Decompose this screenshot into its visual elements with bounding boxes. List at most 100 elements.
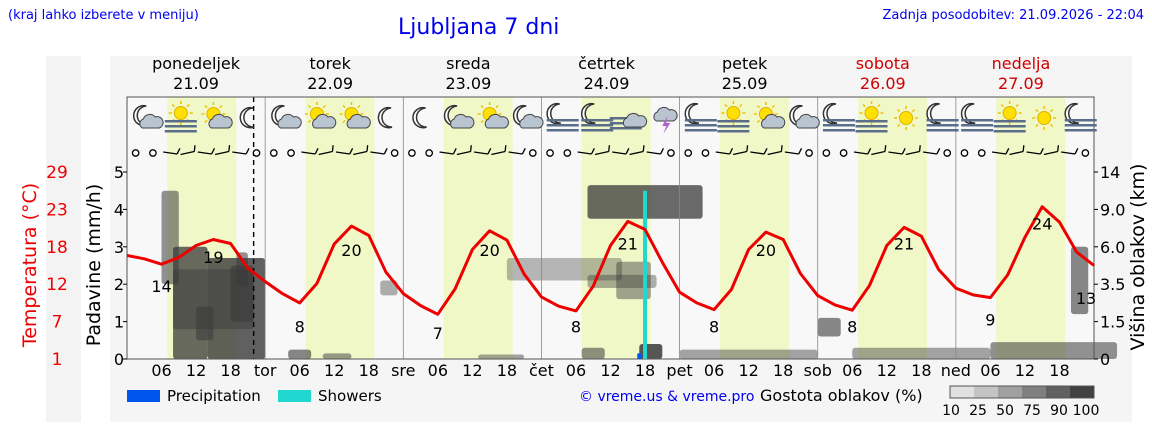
wind-barb-icon bbox=[715, 148, 734, 155]
wind-calm-icon bbox=[822, 149, 831, 157]
wind-barb-icon bbox=[353, 145, 369, 156]
hour-tick-label: 06 bbox=[704, 361, 724, 380]
wind-calm-icon bbox=[563, 149, 572, 157]
sun-cloud-icon bbox=[477, 102, 509, 129]
wind-calm-icon bbox=[408, 149, 416, 157]
sun-cloud-icon bbox=[753, 102, 786, 129]
precipitation-tick: 3 bbox=[114, 238, 124, 257]
moon-fog-icon bbox=[822, 102, 855, 132]
day-abbr-label: sre bbox=[391, 361, 415, 380]
cloud-density-patch bbox=[852, 347, 991, 359]
sun-cloud-icon bbox=[339, 102, 371, 129]
moon-fog-icon bbox=[926, 102, 959, 132]
wind-barb-icon bbox=[163, 148, 181, 155]
wind-barb-icon bbox=[629, 145, 645, 156]
moon-fog-icon bbox=[1064, 102, 1097, 132]
hour-tick-label: 12 bbox=[877, 361, 897, 380]
wind-calm-icon bbox=[287, 149, 295, 157]
location-menu-hint[interactable]: (kraj lahko izberete v meniju) bbox=[8, 8, 199, 23]
day-abbr-label: sob bbox=[804, 361, 832, 380]
cloud-density-value: 100 bbox=[1073, 403, 1100, 419]
temperature-value-label: 21 bbox=[618, 234, 638, 253]
wind-barb-icon bbox=[992, 148, 1010, 155]
hour-tick-label: 12 bbox=[600, 361, 620, 380]
temperature-value-label: 20 bbox=[756, 241, 776, 260]
cloud-density-scale-frame bbox=[949, 385, 1095, 399]
hour-tick-label: 06 bbox=[566, 361, 586, 380]
cloud-height-tick: 1.5 bbox=[1100, 313, 1125, 332]
wind-barb-icon bbox=[335, 148, 354, 155]
cloud-density-patch bbox=[380, 280, 398, 296]
cloud-density-value: 75 bbox=[1023, 403, 1041, 419]
wind-calm-icon bbox=[425, 149, 434, 157]
moon-cloud-icon bbox=[271, 104, 302, 129]
precipitation-tick: 4 bbox=[114, 200, 124, 219]
thunderstorm-icon bbox=[653, 106, 678, 134]
day-name: sreda bbox=[446, 54, 490, 73]
showers-bar bbox=[643, 190, 648, 359]
wind-calm-icon bbox=[252, 149, 261, 157]
cloud-height-tick: 14 bbox=[1100, 163, 1120, 182]
hour-tick-label: 18 bbox=[497, 361, 517, 380]
day-date: 21.09 bbox=[173, 74, 219, 93]
wind-calm-icon bbox=[269, 149, 278, 157]
hour-tick-label: 12 bbox=[738, 361, 758, 380]
hour-tick-label: 18 bbox=[359, 361, 379, 380]
precipitation-bar bbox=[637, 353, 642, 359]
cloud-density-swatch bbox=[998, 386, 1022, 398]
left-panel bbox=[46, 56, 81, 422]
temperature-value-label: 21 bbox=[894, 234, 914, 253]
hour-tick-label: 18 bbox=[220, 361, 240, 380]
cloud-height-tick: 3.5 bbox=[1100, 275, 1125, 294]
cloud-density-patch bbox=[196, 306, 214, 341]
daylight-band bbox=[858, 97, 928, 359]
wind-barb-icon bbox=[1061, 148, 1079, 155]
temperature-value-label: 13 bbox=[1076, 289, 1096, 308]
cloud-fog-icon bbox=[609, 112, 648, 130]
moon-icon bbox=[412, 106, 427, 129]
credit-link[interactable]: © vreme.us & vreme.pro bbox=[579, 389, 754, 405]
temperature-tick: 12 bbox=[46, 275, 68, 295]
temperature-tick: 7 bbox=[52, 313, 63, 333]
wind-calm-icon bbox=[839, 149, 848, 157]
wind-calm-icon bbox=[701, 149, 710, 157]
wind-calm-icon bbox=[528, 149, 537, 157]
temperature-value-label: 7 bbox=[433, 324, 443, 343]
wind-barb-icon bbox=[508, 148, 526, 155]
moon-icon bbox=[377, 106, 393, 129]
day-date: 27.09 bbox=[998, 74, 1044, 93]
moon-cloud-icon bbox=[443, 104, 475, 129]
moon-fog-icon bbox=[546, 102, 579, 132]
cloud-density-value: 50 bbox=[996, 403, 1014, 419]
wind-calm-icon bbox=[977, 149, 986, 157]
moon-icon bbox=[239, 106, 255, 129]
wind-calm-icon bbox=[546, 149, 554, 157]
wind-barb-icon bbox=[922, 148, 941, 155]
sun-fog-icon bbox=[717, 101, 750, 133]
day-date: 25.09 bbox=[722, 74, 768, 93]
cloud-density-patch bbox=[173, 269, 254, 330]
day-date: 23.09 bbox=[445, 74, 491, 93]
wind-barb-icon bbox=[232, 148, 250, 155]
day-name: petek bbox=[722, 54, 768, 73]
cloud-height-tick: 0 bbox=[1100, 350, 1110, 369]
wind-calm-icon bbox=[805, 149, 813, 157]
cloud-density-patch bbox=[679, 349, 818, 359]
daylight-band bbox=[305, 97, 375, 359]
wind-barb-icon bbox=[1043, 145, 1060, 156]
wind-row bbox=[131, 145, 1090, 157]
hour-tick-label: 06 bbox=[289, 361, 309, 380]
sun-icon bbox=[1032, 106, 1057, 130]
temperature-value-label: 14 bbox=[151, 277, 171, 296]
cloud-density-patch bbox=[990, 342, 1118, 359]
wind-calm-icon bbox=[390, 149, 399, 157]
wind-barb-icon bbox=[180, 145, 196, 156]
cloud-density-patch bbox=[161, 190, 179, 285]
sun-fog-icon bbox=[164, 101, 197, 133]
cloud-density-patch bbox=[322, 353, 352, 359]
cloud-height-tick: 6.0 bbox=[1100, 238, 1125, 257]
temperature-value-label: 8 bbox=[709, 317, 719, 336]
wind-barb-icon bbox=[214, 145, 231, 156]
wind-barb-icon bbox=[888, 148, 906, 155]
